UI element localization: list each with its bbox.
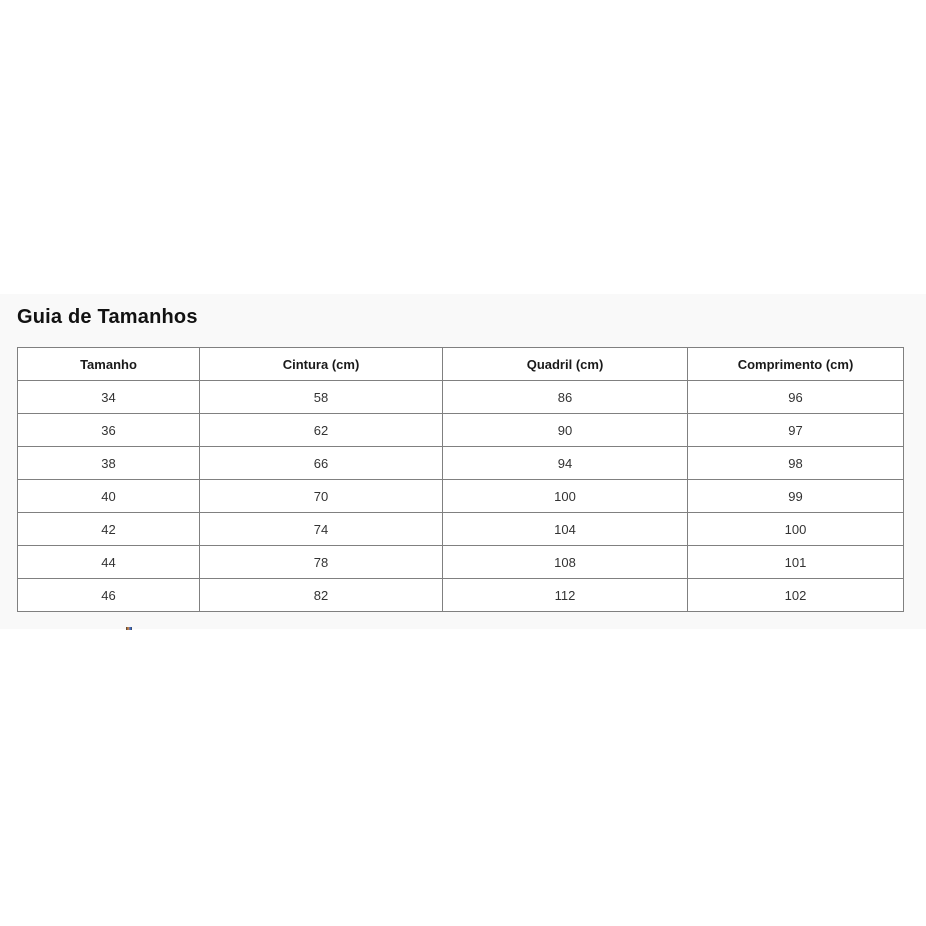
table-cell: 100 xyxy=(687,512,904,546)
table-cell: 70 xyxy=(199,479,443,513)
table-cell: 108 xyxy=(442,545,688,579)
table-cell: 34 xyxy=(17,380,200,414)
table-cell: 36 xyxy=(17,413,200,447)
table-cell: 99 xyxy=(687,479,904,513)
table-header-cell: Comprimento (cm) xyxy=(687,347,904,381)
table-header-cell: Tamanho xyxy=(17,347,200,381)
table-cell: 97 xyxy=(687,413,904,447)
table-cell: 94 xyxy=(442,446,688,480)
table-cell: 40 xyxy=(17,479,200,513)
table-header-row: Tamanho Cintura (cm) Quadril (cm) Comprimen… xyxy=(17,347,904,381)
partial-scrolled-element-sliver xyxy=(126,627,132,630)
table-cell: 112 xyxy=(442,578,688,612)
table-row: 40 70 100 99 xyxy=(17,479,904,513)
table-cell: 104 xyxy=(442,512,688,546)
table-cell: 98 xyxy=(687,446,904,480)
table-body: 34 58 86 96 36 62 90 97 38 66 94 98 40 70 100 99 42 74 104… xyxy=(17,380,904,612)
table-cell: 102 xyxy=(687,578,904,612)
table-cell: 58 xyxy=(199,380,443,414)
table-row: 36 62 90 97 xyxy=(17,413,904,447)
size-guide-title: Guia de Tamanhos xyxy=(17,306,198,328)
table-cell: 82 xyxy=(199,578,443,612)
table-cell: 96 xyxy=(687,380,904,414)
table-cell: 46 xyxy=(17,578,200,612)
table-cell: 101 xyxy=(687,545,904,579)
table-cell: 62 xyxy=(199,413,443,447)
table-header-cell: Cintura (cm) xyxy=(199,347,443,381)
size-guide-table: Tamanho Cintura (cm) Quadril (cm) Comprimen… xyxy=(17,347,904,612)
table-cell: 90 xyxy=(442,413,688,447)
table-cell: 74 xyxy=(199,512,443,546)
table-cell: 100 xyxy=(442,479,688,513)
table-row: 46 82 112 102 xyxy=(17,578,904,612)
table-cell: 78 xyxy=(199,545,443,579)
table-row: 42 74 104 100 xyxy=(17,512,904,546)
table-row: 34 58 86 96 xyxy=(17,380,904,414)
table-cell: 86 xyxy=(442,380,688,414)
size-guide-section: Guia de Tamanhos Tamanho Cintura (cm) Quad… xyxy=(0,294,926,629)
table-cell: 66 xyxy=(199,446,443,480)
table-row: 38 66 94 98 xyxy=(17,446,904,480)
table-row: 44 78 108 101 xyxy=(17,545,904,579)
table-cell: 38 xyxy=(17,446,200,480)
table-cell: 42 xyxy=(17,512,200,546)
table-header-cell: Quadril (cm) xyxy=(442,347,688,381)
table-cell: 44 xyxy=(17,545,200,579)
